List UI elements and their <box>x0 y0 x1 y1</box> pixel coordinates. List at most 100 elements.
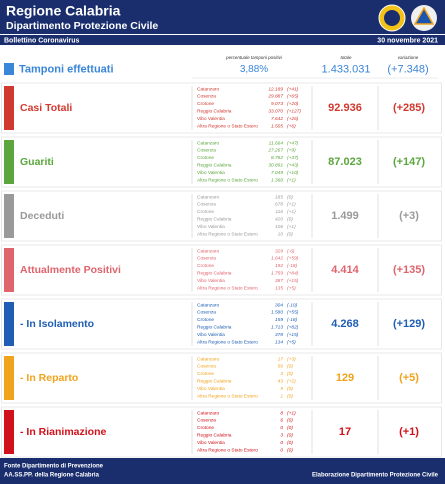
province-value: 1.580 <box>271 310 283 316</box>
province-name: Vibo Valentia <box>197 440 225 446</box>
province-name: Altra Regione o Stato Estero <box>197 177 258 183</box>
province-value: 56 <box>278 364 284 370</box>
province-name: Cosenza <box>197 418 216 424</box>
province-name: Crotone <box>197 209 214 215</box>
province-value: 6 <box>280 418 283 424</box>
province-name: Vibo Valentia <box>197 278 225 284</box>
province-name: Crotone <box>197 371 214 377</box>
section-box <box>1 298 442 350</box>
province-name: Altra Regione o Stato Estero <box>197 231 258 237</box>
province-value: 7.049 <box>271 170 283 176</box>
section-bar <box>4 356 14 400</box>
section-total: 87.023 <box>328 156 362 168</box>
province-value: 9.073 <box>271 101 283 107</box>
province-delta: (0) <box>287 364 293 370</box>
province-delta: (+5) <box>287 285 296 291</box>
province-value: 1 <box>280 393 283 399</box>
section-bar <box>4 86 14 130</box>
province-name: Catanzaro <box>197 302 219 308</box>
province-delta: (+10) <box>287 170 299 176</box>
province-value: 1.759 <box>271 270 283 276</box>
province-name: Reggio Calabria <box>197 162 232 168</box>
province-name: Catanzaro <box>197 248 219 254</box>
province-value: 304 <box>275 302 283 308</box>
province-name: Cosenza <box>197 94 216 100</box>
section-box <box>1 82 442 134</box>
province-delta: (-18) <box>287 263 298 269</box>
header-bg <box>0 0 445 34</box>
province-delta: (+1) <box>287 202 296 208</box>
tests-change: (+7.348) <box>387 63 428 75</box>
province-delta: (0) <box>287 418 293 424</box>
province-delta: (+1) <box>287 224 296 230</box>
province-value: 10 <box>278 231 284 237</box>
province-name: Crotone <box>197 101 214 107</box>
province-value: 0 <box>280 440 283 446</box>
province-name: Vibo Valentia <box>197 170 225 176</box>
section-box <box>1 136 442 188</box>
province-name: Catanzaro <box>197 410 219 416</box>
tests-label: Tamponi effettuati <box>19 63 114 75</box>
footer-credit: Elaborazione Dipartimento Protezione Civ… <box>312 473 439 479</box>
province-delta: (+1) <box>287 410 296 416</box>
section-change: (+129) <box>393 318 425 330</box>
province-name: Altra Regione o Stato Estero <box>197 285 258 291</box>
province-delta: (0) <box>287 386 293 392</box>
province-delta: (0) <box>287 194 293 200</box>
date: 30 novembre 2021 <box>377 37 438 44</box>
province-delta: (+6) <box>287 123 296 129</box>
province-value: 0 <box>280 447 283 453</box>
footer-bg <box>0 458 445 484</box>
province-name: Altra Regione o Stato Estero <box>197 339 258 345</box>
province-name: Altra Regione o Stato Estero <box>197 123 258 129</box>
province-value: 135 <box>275 285 283 291</box>
province-name: Cosenza <box>197 148 216 154</box>
column-header: variazione <box>398 55 419 60</box>
province-delta: (0) <box>287 440 293 446</box>
province-delta: (+82) <box>287 324 299 330</box>
province-value: 29.887 <box>267 94 283 100</box>
province-delta: (+1) <box>287 209 296 215</box>
province-name: Vibo Valentia <box>197 224 225 230</box>
province-value: 8 <box>280 410 283 416</box>
province-value: 1.642 <box>271 256 283 262</box>
province-delta: (0) <box>287 425 293 431</box>
province-delta: (0) <box>287 432 293 438</box>
province-value: 3 <box>280 371 283 377</box>
province-value: 678 <box>275 202 283 208</box>
section-label: Deceduti <box>20 210 64 222</box>
province-delta: (+84) <box>287 270 299 276</box>
province-name: Altra Regione o Stato Estero <box>197 393 258 399</box>
section-bar <box>4 410 14 454</box>
column-header: totale <box>340 55 352 60</box>
bulletin-bar <box>0 35 445 45</box>
section-change: (+5) <box>399 372 419 384</box>
province-delta: (+47) <box>287 140 299 146</box>
province-delta: (+9) <box>287 148 296 154</box>
province-value: 43 <box>278 378 284 384</box>
province-value: 7.642 <box>271 116 283 122</box>
province-name: Vibo Valentia <box>197 116 225 122</box>
province-value: 116 <box>275 209 283 215</box>
province-delta: (0) <box>287 447 293 453</box>
footer-source: Fonte Dipartimento di Prevenzione <box>4 464 104 470</box>
section-label: - In Rianimazione <box>20 426 107 438</box>
province-value: 27.267 <box>267 148 283 154</box>
province-name: Cosenza <box>197 202 216 208</box>
section-box <box>1 406 442 458</box>
province-name: Crotone <box>197 155 214 161</box>
province-value: 8.782 <box>271 155 283 161</box>
province-name: Catanzaro <box>197 140 219 146</box>
section-box <box>1 244 442 296</box>
province-value: 192 <box>275 263 283 269</box>
province-value: 185 <box>275 194 283 200</box>
province-delta: (+41) <box>287 86 299 92</box>
province-name: Cosenza <box>197 256 216 262</box>
province-name: Altra Regione o Stato Estero <box>197 447 258 453</box>
province-name: Crotone <box>197 317 214 323</box>
province-name: Reggio Calabria <box>197 216 232 222</box>
province-value: 159 <box>275 317 283 323</box>
tests-bar <box>4 63 14 75</box>
province-delta: (+55) <box>287 310 299 316</box>
logos <box>378 4 437 32</box>
